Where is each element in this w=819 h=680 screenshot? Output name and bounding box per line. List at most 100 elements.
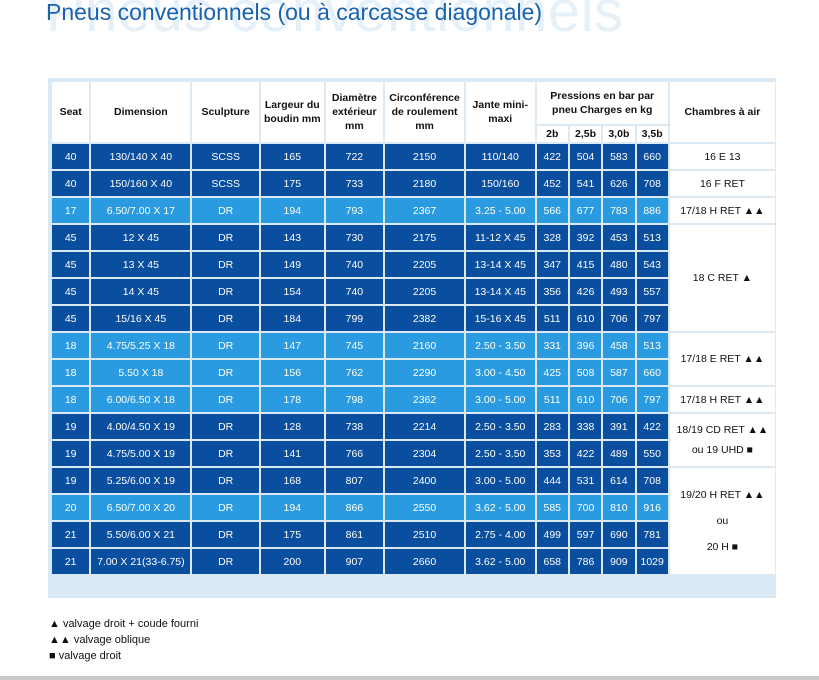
cell-circonference: 2205 — [385, 279, 464, 304]
cell-diametre: 807 — [325, 468, 384, 493]
cell-p30b: 706 — [603, 306, 635, 331]
chambre-line: ou — [716, 515, 729, 527]
cell-circonference: 2160 — [385, 333, 464, 358]
cell-diametre: 766 — [325, 441, 384, 466]
cell-largeur: 175 — [260, 522, 324, 547]
cell-diametre: 730 — [325, 225, 384, 250]
cell-chambre-a-air: 16 E 13 — [669, 144, 775, 169]
cell-seat: 21 — [52, 522, 90, 547]
cell-largeur: 141 — [260, 441, 324, 466]
cell-largeur: 178 — [260, 387, 324, 412]
chambre-line: 18/19 CD RET ▲▲ — [676, 424, 769, 436]
cell-circonference: 2362 — [385, 387, 464, 412]
cell-p2b: 353 — [536, 441, 568, 466]
cell-seat: 45 — [52, 225, 90, 250]
cell-jante: 2.75 - 4.00 — [465, 522, 535, 547]
cell-largeur: 149 — [260, 252, 324, 277]
cell-p25b: 392 — [569, 225, 602, 250]
cell-p25b: 610 — [569, 387, 602, 412]
cell-p25b: 426 — [569, 279, 602, 304]
cell-circonference: 2367 — [385, 198, 464, 223]
cell-sculpture: SCSS — [192, 144, 259, 169]
cell-p30b: 810 — [603, 495, 635, 520]
cell-dimension: 12 X 45 — [91, 225, 191, 250]
cell-dimension: 4.75/5.00 X 19 — [91, 441, 191, 466]
cell-circonference: 2175 — [385, 225, 464, 250]
cell-sculpture: DR — [192, 549, 259, 574]
cell-p25b: 504 — [569, 144, 602, 169]
cell-sculpture: DR — [192, 225, 259, 250]
cell-p25b: 677 — [569, 198, 602, 223]
cell-p35b: 660 — [636, 360, 668, 385]
cell-p35b: 797 — [636, 306, 668, 331]
cell-jante: 3.62 - 5.00 — [465, 495, 535, 520]
header-pressure-3-0b: 3,0b — [603, 126, 635, 142]
cell-jante: 150/160 — [465, 171, 535, 196]
bottom-divider — [0, 676, 819, 680]
cell-largeur: 194 — [260, 495, 324, 520]
cell-seat: 18 — [52, 333, 90, 358]
cell-diametre: 799 — [325, 306, 384, 331]
cell-p2b: 425 — [536, 360, 568, 385]
legend-item-oblique: ▲▲ valvage oblique — [49, 634, 151, 646]
cell-dimension: 5.50 X 18 — [91, 360, 191, 385]
cell-dimension: 14 X 45 — [91, 279, 191, 304]
table-row: 20 6.50/7.00 X 20 DR 194 866 2550 3.62 - 5.00 5… — [52, 495, 775, 520]
cell-sculpture: DR — [192, 414, 259, 439]
cell-p35b: 886 — [636, 198, 668, 223]
cell-chambre-a-air: 17/18 H RET ▲▲ — [669, 387, 775, 412]
table-row: 18 5.50 X 18 DR 156 762 2290 3.00 - 4.50 425 508… — [52, 360, 775, 385]
cell-jante: 11-12 X 45 — [465, 225, 535, 250]
table-row: 21 5.50/6.00 X 21 DR 175 861 2510 2.75 - 4.00 4… — [52, 522, 775, 547]
cell-diametre: 740 — [325, 252, 384, 277]
cell-p25b: 415 — [569, 252, 602, 277]
cell-p2b: 444 — [536, 468, 568, 493]
cell-p30b: 706 — [603, 387, 635, 412]
cell-seat: 18 — [52, 387, 90, 412]
cell-dimension: 6.50/7.00 X 20 — [91, 495, 191, 520]
cell-sculpture: DR — [192, 306, 259, 331]
cell-seat: 17 — [52, 198, 90, 223]
cell-dimension: 15/16 X 45 — [91, 306, 191, 331]
cell-chambre-a-air: 17/18 E RET ▲▲ — [669, 333, 775, 385]
cell-circonference: 2660 — [385, 549, 464, 574]
cell-dimension: 6.50/7.00 X 17 — [91, 198, 191, 223]
table-row: 21 7.00 X 21(33-6.75) DR 200 907 2660 3.62 - 5… — [52, 549, 775, 574]
cell-p35b: 1029 — [636, 549, 668, 574]
page-title: Pneus conventionnels (ou à carcasse diag… — [46, 0, 543, 25]
cell-jante: 15-16 X 45 — [465, 306, 535, 331]
cell-circonference: 2290 — [385, 360, 464, 385]
cell-jante: 2.50 - 3.50 — [465, 333, 535, 358]
chambre-line: ou 19 UHD ■ — [691, 444, 754, 456]
cell-jante: 3.00 - 4.50 — [465, 360, 535, 385]
cell-dimension: 4.75/5.25 X 18 — [91, 333, 191, 358]
cell-p35b: 708 — [636, 171, 668, 196]
cell-p25b: 597 — [569, 522, 602, 547]
cell-jante: 110/140 — [465, 144, 535, 169]
cell-diametre: 866 — [325, 495, 384, 520]
cell-sculpture: DR — [192, 387, 259, 412]
cell-seat: 40 — [52, 171, 90, 196]
cell-circonference: 2150 — [385, 144, 464, 169]
cell-p35b: 513 — [636, 225, 668, 250]
cell-diametre: 745 — [325, 333, 384, 358]
cell-largeur: 147 — [260, 333, 324, 358]
table-body: 40 130/140 X 40 SCSS 165 722 2150 110/140 422 50… — [52, 144, 775, 574]
cell-sculpture: DR — [192, 468, 259, 493]
header-jante: Jante mini-maxi — [465, 82, 535, 142]
cell-p2b: 422 — [536, 144, 568, 169]
cell-p35b: 422 — [636, 414, 668, 439]
header-pressions: Pressions en bar par pneu Charges en kg — [536, 82, 668, 124]
cell-seat: 19 — [52, 468, 90, 493]
cell-diametre: 798 — [325, 387, 384, 412]
cell-diametre: 722 — [325, 144, 384, 169]
cell-p2b: 511 — [536, 306, 568, 331]
cell-dimension: 150/160 X 40 — [91, 171, 191, 196]
cell-p30b: 583 — [603, 144, 635, 169]
cell-seat: 45 — [52, 306, 90, 331]
cell-jante: 2.50 - 3.50 — [465, 441, 535, 466]
cell-p30b: 690 — [603, 522, 635, 547]
cell-p35b: 550 — [636, 441, 668, 466]
header-pressure-2-5b: 2,5b — [569, 126, 602, 142]
chambre-line: 20 H ■ — [706, 541, 739, 553]
